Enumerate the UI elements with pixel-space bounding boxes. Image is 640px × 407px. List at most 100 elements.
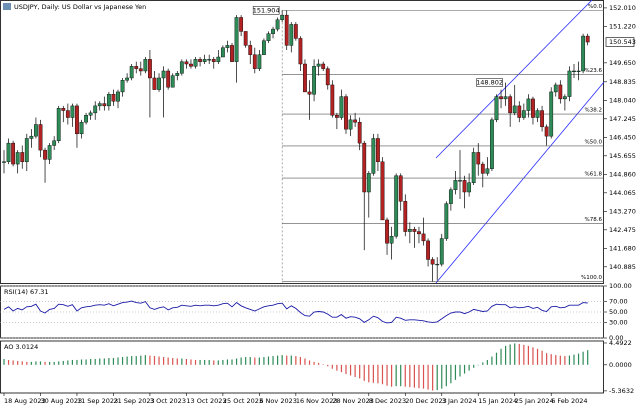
- ao-bar: [527, 345, 529, 365]
- x-tick-label: 20 Dec 2023: [405, 397, 447, 405]
- ao-bar: [281, 355, 283, 365]
- ao-bar: [176, 358, 178, 365]
- x-tick-label: 8 Dec 2023: [369, 397, 406, 405]
- candle-body: [24, 138, 29, 162]
- candle-body: [581, 35, 586, 72]
- candle-body: [262, 40, 266, 55]
- candle-body: [120, 80, 125, 93]
- ao-bar: [459, 364, 461, 377]
- x-tick-label: 11 Sep 2023: [77, 397, 118, 405]
- candle-body: [70, 105, 75, 118]
- candle-body: [430, 259, 435, 265]
- ao-bar: [473, 364, 475, 368]
- ao-bar: [277, 355, 279, 365]
- candle-body: [412, 229, 417, 232]
- x-tick-label: 6 Feb 2024: [551, 397, 587, 405]
- last-price: 150.543: [609, 38, 636, 46]
- ao-bar: [76, 359, 78, 365]
- ao-bar: [286, 355, 288, 365]
- ao-bar: [445, 364, 447, 387]
- ao-bar: [35, 361, 37, 365]
- candle-body: [334, 115, 339, 118]
- candle-body: [293, 24, 298, 39]
- ao-bar: [368, 364, 370, 383]
- candle-body: [61, 108, 66, 111]
- candle-body: [125, 77, 130, 81]
- candle-body: [366, 173, 371, 193]
- x-tick-label: 30 Aug 2023: [40, 397, 82, 405]
- y-tick-label: 149.650: [609, 59, 636, 67]
- price-label: 151.904: [253, 6, 280, 14]
- ao-bar: [103, 358, 105, 365]
- y-tick-label: 142.475: [609, 226, 636, 234]
- candle-body: [553, 84, 558, 93]
- candle-body: [2, 161, 6, 163]
- x-tick-label: 3 Oct 2023: [150, 397, 186, 405]
- candle-body: [394, 175, 399, 237]
- candle-body: [444, 203, 449, 239]
- candle-body: [152, 77, 157, 90]
- ao-bar: [226, 359, 229, 365]
- candle-body: [544, 126, 549, 137]
- ao-bar: [217, 360, 219, 365]
- candle-body: [211, 59, 216, 62]
- ao-bar: [240, 357, 242, 365]
- candle-body: [312, 66, 316, 95]
- candle-body: [11, 142, 16, 165]
- ao-bar: [372, 364, 374, 383]
- candle-body: [540, 110, 544, 128]
- ao-bar: [272, 356, 274, 365]
- candle-body: [558, 84, 563, 100]
- candle-body: [471, 152, 476, 183]
- fib-label: %78.6: [585, 217, 603, 223]
- y-tick-label: 147.245: [609, 115, 636, 123]
- ao-bar: [327, 364, 329, 367]
- candle-body: [79, 121, 84, 135]
- candle-body: [576, 70, 581, 72]
- candle-body: [517, 105, 522, 118]
- ao-bar: [263, 357, 265, 365]
- candle-body: [462, 180, 467, 193]
- ao-bar: [235, 358, 238, 365]
- ao-bar: [99, 358, 101, 365]
- x-tick-label: 18 Aug 2023: [4, 397, 46, 405]
- ao-bar: [254, 357, 256, 365]
- candle-body: [216, 56, 221, 62]
- ao-bar: [427, 364, 429, 390]
- ao-bar: [222, 359, 224, 365]
- ao-bar: [299, 357, 301, 365]
- price-frame: [0, 0, 604, 284]
- ao-bar: [509, 344, 511, 365]
- candle-body: [549, 91, 554, 137]
- candle-body: [303, 63, 307, 93]
- candle-body: [175, 73, 180, 76]
- ao-bar: [131, 356, 133, 365]
- symbol-icon: [3, 3, 11, 10]
- candle-body: [161, 70, 166, 79]
- ao-bar: [199, 359, 201, 365]
- x-tick-label: 15 Jan 2024: [478, 397, 517, 405]
- ao-bar: [514, 343, 516, 365]
- candle-body: [362, 142, 367, 193]
- ao-bar: [386, 364, 388, 386]
- candle-body: [15, 152, 20, 165]
- ao-bar: [39, 361, 42, 365]
- y-tick-label: 70.00: [609, 298, 628, 306]
- x-tick-label: 16 Nov 2023: [296, 397, 338, 405]
- fib-label: %38.2: [585, 108, 602, 114]
- candle-body: [389, 236, 394, 244]
- candle-body: [248, 45, 253, 55]
- ao-bar: [546, 353, 548, 365]
- ao-bar: [181, 358, 183, 365]
- candle-body: [275, 19, 280, 30]
- y-tick-label: 146.450: [609, 133, 636, 141]
- ao-bar: [112, 358, 115, 365]
- ao-bar: [418, 364, 420, 389]
- fib-label: %23.6: [585, 68, 603, 74]
- candle-body: [166, 70, 171, 88]
- ao-bar: [577, 353, 580, 365]
- candle-body: [220, 47, 225, 58]
- candle-body: [148, 59, 152, 79]
- candle-body: [398, 175, 403, 202]
